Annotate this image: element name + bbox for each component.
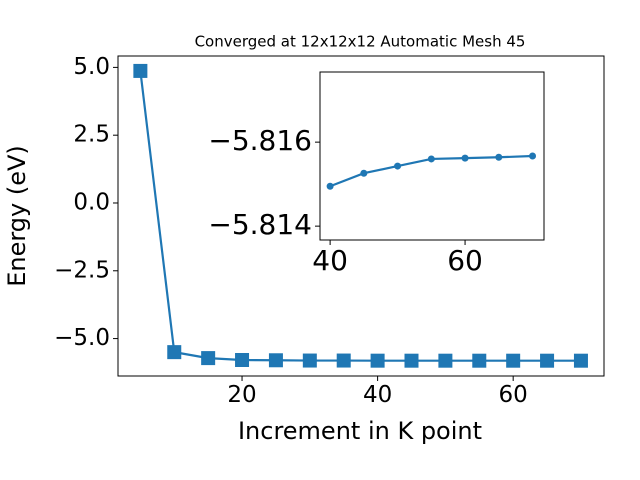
y-tick-label: −5.0: [54, 325, 110, 351]
y-tick-label: −2.5: [54, 257, 110, 283]
marker: [540, 353, 555, 368]
y-tick-label: −5.814: [208, 208, 312, 241]
marker: [529, 152, 537, 160]
marker: [438, 353, 453, 368]
marker: [472, 353, 487, 368]
marker: [336, 353, 351, 368]
marker: [326, 182, 334, 190]
marker: [404, 353, 419, 368]
marker: [235, 353, 250, 367]
y-tick-label: 2.5: [73, 122, 110, 148]
x-axis-label: Increment in K point: [238, 417, 482, 445]
marker: [427, 155, 435, 163]
marker: [506, 353, 521, 368]
marker: [133, 63, 148, 78]
chart-title: Converged at 12x12x12 Automatic Mesh 45: [195, 33, 526, 51]
marker: [394, 162, 402, 170]
marker: [461, 154, 469, 162]
marker: [201, 351, 216, 366]
y-axis-label: Energy (eV): [3, 145, 31, 287]
y-tick-label: 0.0: [73, 189, 110, 215]
y-tick-label: 5.0: [73, 54, 110, 80]
marker: [370, 353, 385, 368]
marker: [360, 169, 368, 177]
marker: [167, 345, 182, 360]
marker: [495, 153, 503, 161]
x-tick-label: 20: [227, 382, 256, 408]
x-tick-label: 60: [499, 382, 528, 408]
x-tick-label: 60: [447, 244, 483, 277]
marker: [573, 353, 588, 368]
marker: [268, 353, 283, 368]
x-tick-label: 40: [363, 382, 392, 408]
x-tick-label: 40: [312, 244, 348, 277]
marker: [302, 353, 317, 368]
y-tick-label: −5.816: [208, 124, 312, 157]
